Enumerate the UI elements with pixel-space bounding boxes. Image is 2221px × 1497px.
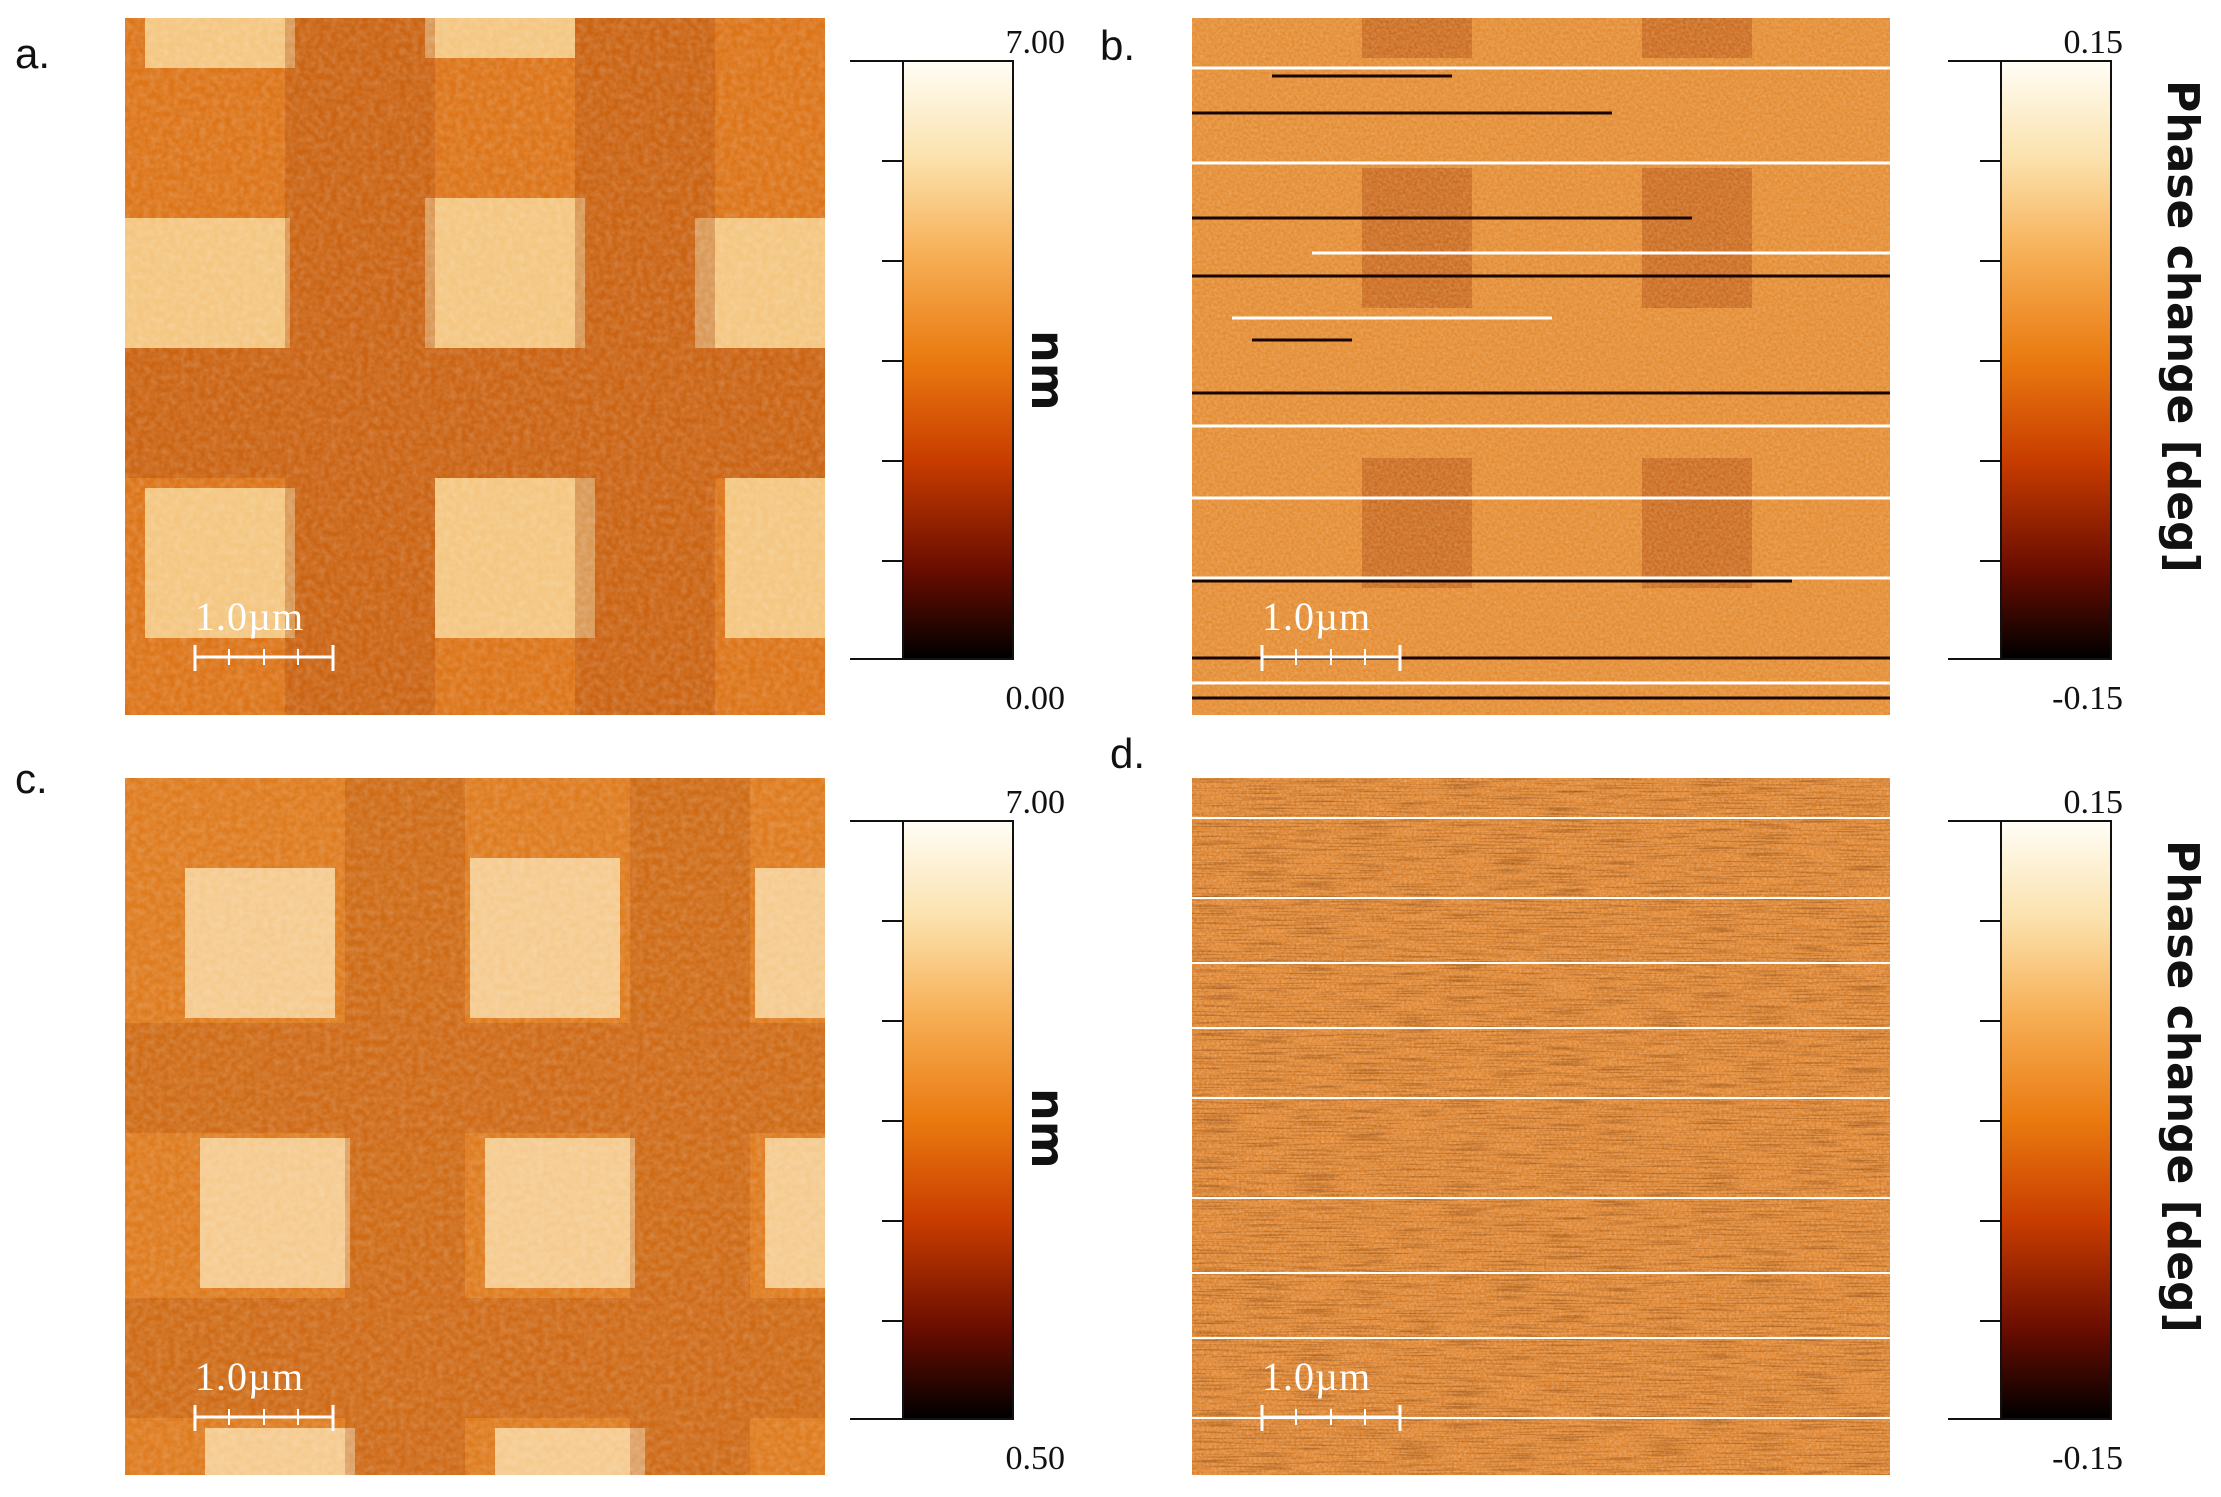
panel-letter-a: a. (15, 30, 51, 77)
scale-bar-d (1260, 1405, 1402, 1431)
height-map-a (125, 18, 825, 715)
scale-bar-a (193, 645, 335, 671)
scale-bar-c (193, 1405, 335, 1431)
afm-phase-image-b: 1.0µm (1192, 18, 1890, 715)
colorbar-d: 0.15 -0.15 (1948, 784, 2178, 1480)
panel-letter-d: d. (1110, 730, 1146, 777)
unit-label-a: nm (1021, 330, 1075, 411)
colorbar-min-label-a: 0.00 (1005, 680, 1066, 717)
unit-label-b: Phase change [deg] (2157, 80, 2208, 573)
scale-bar-b (1260, 645, 1402, 671)
colorbar-gradient-c (902, 820, 1014, 1420)
afm-height-image-a: 1.0µm (125, 18, 825, 715)
colorbar-min-label-c: 0.50 (1005, 1440, 1066, 1477)
colorbar-max-label-a: 7.00 (1005, 24, 1066, 61)
afm-phase-image-d: 1.0µm (1192, 778, 1890, 1475)
unit-label-c: nm (1021, 1088, 1075, 1169)
scale-bar-label-d: 1.0µm (1262, 1354, 1372, 1399)
colorbar-a: 7.00 0.00 (850, 24, 1080, 720)
colorbar-max-label-d: 0.15 (2063, 784, 2124, 821)
colorbar-max-label-c: 7.00 (1005, 784, 1066, 821)
colorbar-b: 0.15 -0.15 (1948, 24, 2178, 720)
colorbar-min-label-b: -0.15 (2052, 680, 2123, 717)
panel-letter-b: b. (1100, 22, 1136, 69)
afm-height-image-c: 1.0µm (125, 778, 825, 1475)
colorbar-min-label-d: -0.15 (2052, 1440, 2123, 1477)
scale-bar-label-c: 1.0µm (195, 1354, 305, 1399)
height-map-c (125, 778, 825, 1475)
unit-label-d: Phase change [deg] (2157, 840, 2208, 1333)
colorbar-c: 7.00 0.50 (850, 784, 1080, 1480)
colorbar-max-label-b: 0.15 (2063, 24, 2124, 61)
colorbar-gradient-d (2000, 820, 2112, 1420)
scale-bar-label-b: 1.0µm (1262, 594, 1372, 639)
colorbar-gradient-b (2000, 60, 2112, 660)
panel-letter-c: c. (15, 755, 48, 802)
scale-bar-label-a: 1.0µm (195, 594, 305, 639)
phase-map-b (1192, 18, 1890, 715)
phase-map-d (1192, 778, 1890, 1475)
colorbar-gradient-a (902, 60, 1014, 660)
